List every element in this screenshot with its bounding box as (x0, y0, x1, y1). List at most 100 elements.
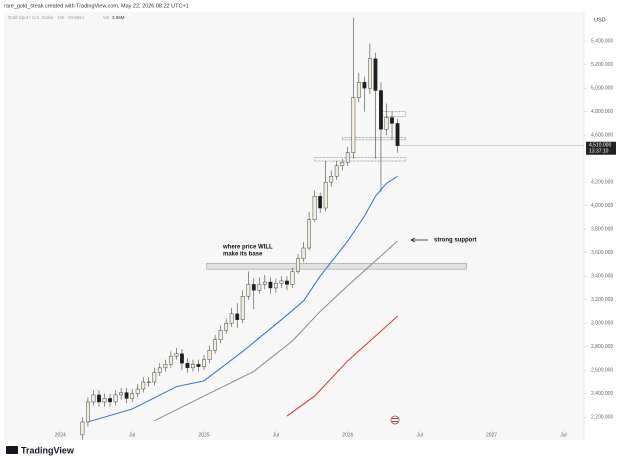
last-price-tag (586, 141, 616, 155)
flag-icon (390, 415, 400, 425)
candle-body (80, 421, 85, 436)
candle-body (274, 283, 278, 289)
header: rare_gold_steak created with TradingView… (4, 3, 189, 9)
candle-body (124, 392, 129, 399)
y-tick-label: 4,800.000 (591, 109, 613, 115)
zone (342, 137, 407, 141)
candle-body (395, 123, 400, 146)
symbol: Gold Spot / U.S. Dollar · 1W · OANDA (8, 15, 84, 20)
candle-body (390, 117, 394, 124)
annotation: make its base (223, 252, 263, 258)
y-tick-label: 3,200.000 (591, 297, 613, 303)
candle-body (146, 381, 151, 383)
candle-body (191, 364, 195, 369)
candle-body (102, 398, 107, 403)
x-tick-label: 2026 (342, 432, 353, 438)
y-tick-label: 4,600.000 (591, 132, 613, 138)
y-tick-label: 5,000.000 (591, 85, 613, 91)
candle-body (157, 367, 162, 373)
plot-area (4, 12, 584, 440)
candle-body (97, 394, 101, 403)
x-tick-label: Jul (129, 432, 135, 438)
moving-average (87, 175, 398, 423)
y-tick-label: 2,200.000 (591, 415, 613, 421)
y-tick-label: 3,400.000 (591, 274, 613, 280)
candle-body (307, 219, 311, 249)
candle-body (356, 82, 361, 98)
annotation: where price WILL (222, 245, 273, 251)
candle-body (268, 281, 273, 289)
candle-body (168, 355, 173, 365)
candle-body (257, 284, 262, 291)
zone (206, 263, 467, 270)
candle-body (240, 295, 245, 320)
candle-body (334, 165, 339, 177)
candle-body (362, 82, 367, 89)
candle-body (312, 196, 317, 220)
candle-body (345, 152, 350, 163)
candle-body (141, 381, 146, 390)
y-tick-label: 4,200.000 (591, 180, 613, 186)
logo-icon (6, 446, 18, 454)
candle-body (108, 398, 112, 403)
y-tick-label: 3,800.000 (591, 227, 613, 233)
volume: 3.56M (112, 15, 125, 20)
logo-text: TradingView (21, 445, 75, 455)
y-tick-label: 3,000.000 (591, 321, 613, 327)
candle-body (113, 394, 118, 403)
candle-body (351, 97, 356, 153)
y-tick-label: 2,800.000 (591, 344, 613, 350)
last-price-label: 4,510.000 (589, 143, 611, 149)
candle-body (340, 161, 345, 166)
candle-body (207, 350, 212, 360)
volume-label: Vol (103, 15, 109, 20)
y-tick-label: 2,600.000 (591, 368, 613, 374)
candle-body (373, 58, 378, 91)
candle-body (329, 176, 334, 183)
countdown: 13:37:10 (589, 149, 609, 155)
candle-body (119, 392, 124, 396)
candle-body (229, 313, 234, 324)
candle-body (196, 364, 201, 367)
moving-average (286, 315, 398, 417)
logo: TradingView (6, 445, 75, 455)
candle-body (323, 181, 328, 209)
candle-body (262, 281, 267, 285)
x-tick-label: 2025 (198, 432, 209, 438)
zone (314, 157, 407, 162)
candle-body (130, 393, 135, 399)
candle-body (152, 372, 157, 383)
candle-body (91, 394, 96, 403)
candle-body (213, 339, 217, 351)
candle-body (86, 401, 90, 423)
candle-body (235, 313, 240, 320)
x-tick-label: Jul (560, 432, 566, 438)
candle-body (246, 284, 251, 297)
x-tick-label: Jul (273, 432, 279, 438)
candle-body (384, 117, 389, 130)
candle-body (135, 388, 140, 394)
x-tick-label: 2024 (55, 432, 66, 438)
y-tick-label: 2,400.000 (591, 391, 613, 397)
moving-average (154, 240, 398, 422)
candle-body (296, 258, 300, 272)
x-tick-label: 2027 (486, 432, 497, 438)
candle-body (251, 284, 256, 291)
candle-body (290, 271, 295, 285)
zone (380, 111, 407, 117)
candle-body (279, 280, 284, 284)
candle-body (301, 247, 306, 259)
candle-body (218, 330, 223, 340)
candle-body (368, 58, 372, 89)
candle-body (174, 353, 179, 357)
candle-body (185, 362, 190, 369)
candle-body (224, 323, 229, 331)
candle-body (202, 359, 206, 367)
candle-body (379, 90, 383, 130)
y-tick-label: 5,400.000 (591, 38, 613, 44)
candle-body (285, 280, 289, 285)
y-tick-label: 3,600.000 (591, 250, 613, 256)
x-tick-label: Jul (416, 432, 422, 438)
